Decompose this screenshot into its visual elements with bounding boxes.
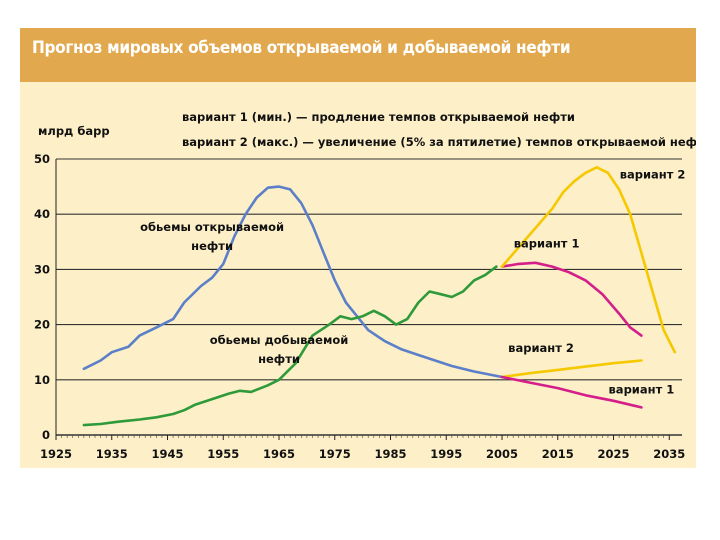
annotation-label: вариант 1 (514, 236, 580, 250)
x-tick-label: 1935 (96, 447, 128, 461)
annotation-label: вариант 2 (620, 167, 686, 181)
annotation-label: вариант 2 (508, 341, 574, 355)
annotation-label: обьемы добываемой (210, 333, 349, 347)
y-tick-label: 20 (34, 318, 50, 332)
x-tick-label: 1975 (319, 447, 351, 461)
chart-figure: Прогноз мировых объемов открываемой и до… (20, 28, 696, 468)
series-line-4 (500, 166, 677, 354)
y-tick-label: 40 (34, 207, 50, 221)
x-tick-label: 2015 (542, 447, 574, 461)
series-lines (82, 166, 677, 427)
x-tick-label: 2035 (653, 447, 685, 461)
annotation-label: обьемы открываемой (140, 220, 284, 234)
chart-text: млрд барр вариант 1 (мин.) — продление т… (34, 110, 696, 461)
y-tick-label: 50 (34, 152, 50, 166)
series-line-1 (82, 185, 504, 379)
x-tick-label: 1955 (207, 447, 239, 461)
x-tick-label: 1925 (40, 447, 72, 461)
series-line-3 (500, 261, 643, 337)
y-axis-label: млрд барр (38, 124, 110, 138)
chart-title: Прогноз мировых объемов открываемой и до… (32, 38, 571, 58)
x-tick-label: 1985 (375, 447, 407, 461)
grid-lines (55, 158, 682, 440)
x-tick-label: 1945 (151, 447, 183, 461)
x-tick-label: 2005 (486, 447, 518, 461)
y-tick-label: 10 (34, 373, 50, 387)
x-tick-label: 1965 (263, 447, 295, 461)
x-tick-label: 1995 (430, 447, 462, 461)
chart-title-bar: Прогноз мировых объемов открываемой и до… (20, 28, 696, 82)
series-line-6 (500, 375, 643, 409)
x-tick-label: 2025 (598, 447, 630, 461)
annotation-label: нефти (258, 352, 300, 366)
annotation-label: вариант 1 (609, 383, 675, 397)
legend-note-2: вариант 2 (макс.) — увеличение (5% за пя… (182, 135, 696, 149)
y-tick-label: 30 (34, 262, 50, 276)
chart-svg: млрд барр вариант 1 (мин.) — продление т… (34, 110, 696, 461)
series-line-5 (500, 359, 643, 379)
y-tick-label: 0 (42, 428, 50, 442)
legend-note-1: вариант 1 (мин.) — продление темпов откр… (182, 110, 575, 124)
annotation-label: нефти (191, 239, 233, 253)
series-line-2 (82, 265, 498, 427)
